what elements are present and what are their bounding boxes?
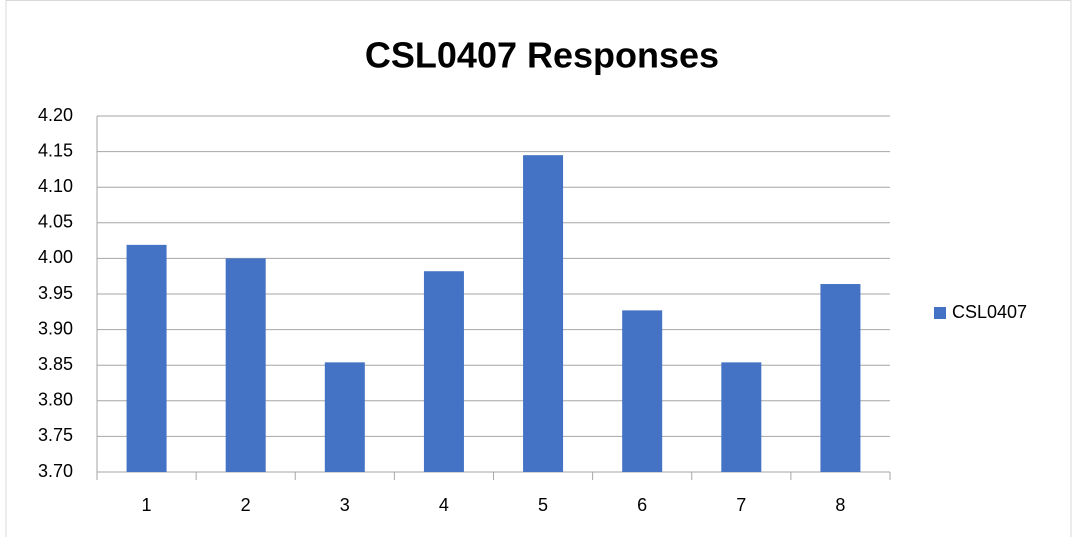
y-tick-label: 4.20 [38, 105, 73, 125]
y-tick-label: 4.00 [38, 247, 73, 267]
legend-swatch [934, 307, 946, 319]
bar [622, 310, 663, 472]
y-tick-label: 4.15 [38, 140, 73, 160]
bar [225, 258, 266, 472]
y-tick-label: 3.85 [38, 354, 73, 374]
y-tick-label: 3.70 [38, 461, 73, 481]
y-tick-label: 4.05 [38, 212, 73, 232]
x-tick-label: 4 [439, 495, 449, 515]
chart-title: CSL0407 Responses [365, 35, 719, 76]
x-tick-label: 8 [835, 495, 845, 515]
y-tick-label: 3.95 [38, 283, 73, 303]
x-tick-label: 2 [241, 495, 251, 515]
bar [126, 244, 167, 472]
bar [324, 362, 365, 472]
y-tick-label: 3.80 [38, 390, 73, 410]
y-tick-label: 3.75 [38, 425, 73, 445]
bar [423, 271, 464, 472]
x-tick-label: 7 [736, 495, 746, 515]
bar [820, 284, 861, 472]
x-tick-label: 6 [637, 495, 647, 515]
y-tick-label: 4.10 [38, 176, 73, 196]
bar [721, 362, 762, 472]
x-tick-label: 1 [142, 495, 152, 515]
y-tick-label: 3.90 [38, 318, 73, 338]
bar [523, 155, 564, 472]
x-tick-label: 5 [538, 495, 548, 515]
x-tick-label: 3 [340, 495, 350, 515]
legend-label: CSL0407 [952, 302, 1027, 322]
